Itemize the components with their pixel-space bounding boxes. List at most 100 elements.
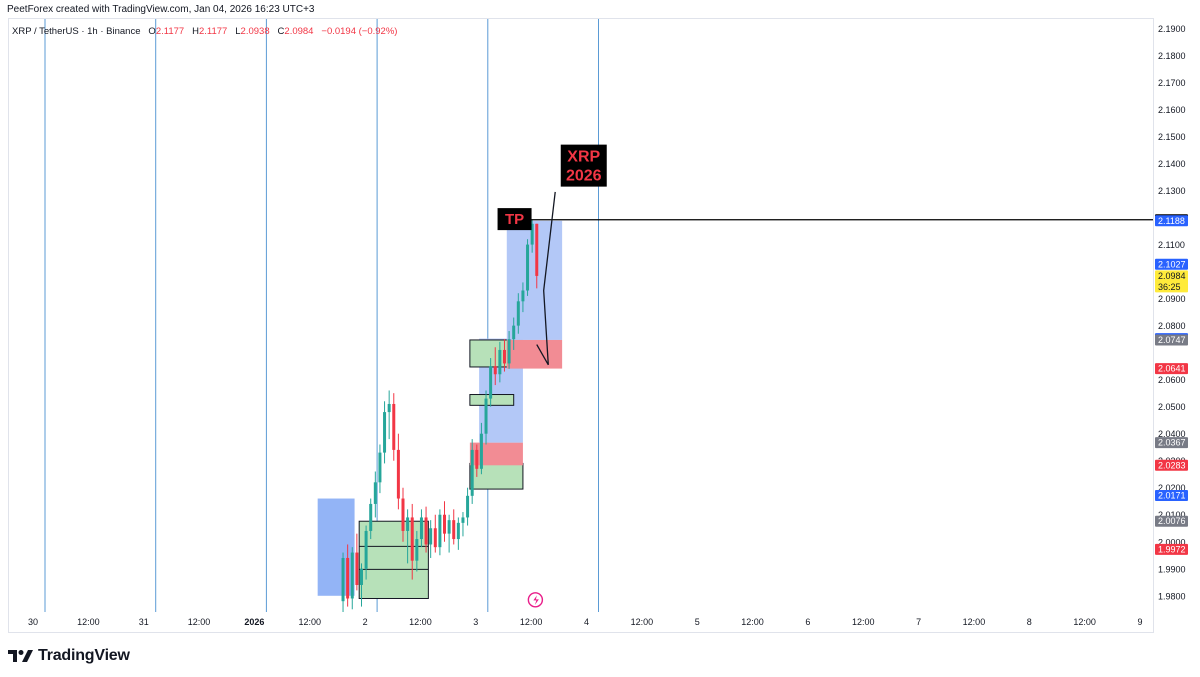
price-tag-bg [1155,515,1188,527]
candle-body [479,433,483,469]
price-tag: 2.1027 [1155,258,1188,270]
price-tag-value: 2.0367 [1158,438,1186,448]
x-tick-label: 12:00 [298,617,321,627]
xrp-label-line2: 2026 [566,168,602,185]
y-tick-label: 1.9800 [1158,591,1186,601]
tp-label-text: TP [505,211,524,228]
candle-body [502,349,506,364]
candle-body [429,528,433,545]
price-tag: 2.0367 [1155,437,1188,449]
price-tag-bg [1155,490,1188,502]
author-credit: PeetForex created with TradingView.com, … [7,4,315,15]
xrp-label-line1: XRP [567,149,600,166]
high-label: H [192,26,199,37]
candle-body [378,452,382,483]
x-tick-label: 12:00 [409,617,432,627]
candle-body [387,403,391,413]
footer: TradingView [8,645,130,667]
candle-body [438,514,442,548]
green-box-4-lower [469,462,524,490]
x-tick-label: 2 [363,617,368,627]
candle-body [447,520,451,534]
y-tick-label: 2.1100 [1158,240,1185,250]
price-tag: 2.0283 [1155,459,1188,471]
tradingview-brand[interactable]: TradingView [38,647,130,664]
price-tag: 2.0171 [1155,490,1188,502]
y-tick-label: 2.0100 [1158,510,1186,520]
candle-body [493,366,497,375]
candle-body [415,539,419,561]
candle-body [373,482,377,504]
y-tick-label: 2.0600 [1158,375,1186,385]
projection-path [536,191,556,366]
candle-body [419,517,423,540]
x-tick-label: 31 [139,617,149,627]
y-tick-label: 1.9900 [1158,564,1186,574]
candle-body [346,557,350,599]
price-tag: 2.0747 [1155,334,1188,346]
y-tick-label: 2.0200 [1158,483,1186,493]
candle-body [521,290,525,302]
low-value: 2.0938 [240,26,270,37]
candle-body [341,557,345,602]
x-tick-label: 12:00 [77,617,100,627]
x-tick-label: 7 [916,617,921,627]
low-label: L [235,26,241,37]
candle-body [461,517,465,523]
candle-body [489,366,493,399]
target-zone-upper [506,220,563,340]
x-tick-label: 12:00 [963,617,986,627]
price-tag: 2.0076 [1155,515,1188,527]
candle-body [396,449,400,499]
x-tick-label: 12:00 [741,617,764,627]
candle-body [369,503,373,531]
y-tick-label: 2.1400 [1158,159,1186,169]
x-tick-label: 12:00 [852,617,875,627]
candle-body [401,498,405,531]
y-tick-label: 2.0000 [1158,537,1186,547]
x-tick-label: 12:00 [188,617,211,627]
candle-body [507,339,511,364]
open-label: O [148,26,156,37]
x-tick-label: 5 [695,617,700,627]
candle-body [392,403,396,450]
candle-body [364,530,368,569]
y-tick-label: 2.1300 [1158,186,1186,196]
price-tag-value: 2.0171 [1158,491,1186,501]
tp-label: TP [497,208,532,231]
candle-body [526,244,530,291]
price-tag-bg [1155,215,1188,227]
price-tag: 2.1188 [1155,215,1188,227]
tradingview-logo-icon[interactable] [8,649,34,663]
candle-body [424,517,428,545]
symbol-info[interactable]: XRP / TetherUS · 1h · Binance [12,26,141,37]
y-tick-label: 2.1600 [1158,105,1186,115]
candle-body [470,449,474,496]
y-tick-label: 2.1500 [1158,132,1186,142]
candle-body [355,552,359,585]
candle-body [452,520,456,540]
y-tick-label: 2.0800 [1158,321,1186,331]
price-tag-bg [1155,270,1188,293]
price-tag-bg [1155,459,1188,471]
event-lightning-icon [527,592,544,608]
x-tick-label: 12:00 [1073,617,1096,627]
candle-body [383,412,387,453]
price-tag-value: 2.1027 [1158,259,1186,269]
y-tick-label: 2.0500 [1158,402,1186,412]
candle-body [406,517,410,531]
y-tick-label: 2.1700 [1158,78,1186,88]
tp-label-bg [497,208,532,231]
x-tick-label: 12:00 [631,617,654,627]
price-tag-bg [1155,543,1188,555]
price-tag-value: 2.0984 [1158,271,1186,281]
change-value: −0.0194 (−0.92%) [321,26,398,37]
x-tick-label: 6 [805,617,810,627]
ohlc-legend: XRP / TetherUS · 1h · Binance O2.1177 H2… [12,26,397,37]
candle-body [535,223,539,276]
chart-frame[interactable] [8,18,1154,633]
y-tick-label: 2.0900 [1158,294,1186,304]
candle-body [456,522,460,540]
x-tick-label: 3 [473,617,478,627]
